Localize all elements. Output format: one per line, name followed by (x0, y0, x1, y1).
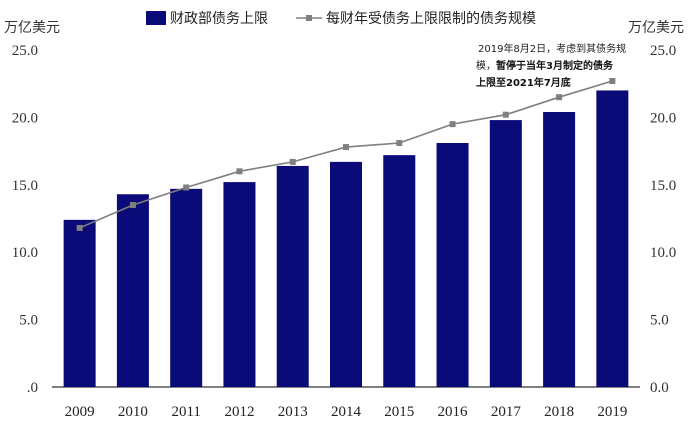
left-y-tick-label: 25.0 (12, 43, 38, 59)
line-point-2018 (556, 94, 563, 101)
x-tick-label: 2017 (491, 404, 522, 420)
legend: 财政部债务上限 每财年受债务上限限制的债务规模 (146, 11, 536, 27)
right-y-tick-label: 20.0 (650, 110, 676, 126)
line-point-2015 (396, 140, 403, 147)
left-y-tick-label: 20.0 (12, 110, 38, 126)
line-point-2011 (183, 184, 190, 191)
right-y-tick-label: 25.0 (650, 43, 676, 59)
right-y-tick-label: 0.0 (650, 380, 669, 396)
x-tick-label: 2011 (171, 404, 200, 420)
bar-2010 (116, 194, 149, 387)
left-axis-unit: 万亿美元 (4, 20, 60, 36)
legend-label-bar: 财政部债务上限 (170, 11, 268, 27)
right-y-tick-label: 10.0 (650, 245, 676, 261)
x-tick-label: 2016 (438, 404, 469, 420)
line-series (76, 78, 616, 231)
bar-2011 (170, 188, 203, 387)
line-point-2009 (76, 224, 83, 231)
right-axis-unit: 万亿美元 (628, 20, 684, 36)
left-y-tick-label: 5.0 (19, 313, 38, 329)
bar-2012 (223, 182, 256, 387)
bar-2013 (276, 165, 309, 387)
legend-swatch-marker (306, 15, 312, 21)
line-point-2010 (129, 202, 136, 209)
x-tick-label: 2012 (224, 404, 254, 420)
x-tick-label: 2018 (544, 404, 574, 420)
bar-series (63, 90, 629, 388)
x-ticks: 2009 2010 2011 2012 2013 2014 2015 2016 2017 2018… (65, 404, 628, 420)
x-tick-label: 2015 (384, 404, 414, 420)
bar-2016 (436, 143, 469, 387)
left-y-ticks: .0 5.0 10.0 15.0 20.0 25.0 (12, 43, 38, 396)
line-point-2017 (502, 111, 509, 118)
annotation: 2019年8月2日，考虑到其债务规 模，暂停于当年3月制定的债务 上限至2021… (476, 42, 626, 89)
bar-2015 (383, 155, 416, 387)
line-point-2013 (289, 158, 296, 165)
right-y-tick-label: 15.0 (650, 178, 676, 194)
x-tick-label: 2009 (65, 404, 95, 420)
bar-2019 (596, 90, 629, 387)
line-point-2016 (449, 121, 456, 128)
line-point-2014 (343, 144, 349, 151)
line-point-2019 (609, 78, 616, 85)
x-tick-label: 2013 (278, 404, 308, 420)
annotation-line-3: 上限至2021年7月底 (476, 76, 571, 89)
bar-2018 (543, 112, 576, 388)
left-y-tick-label: 10.0 (12, 245, 38, 261)
annotation-line-2-bold: 暂停于当年3月制定的债务 (496, 59, 614, 72)
bar-2014 (330, 161, 362, 387)
right-y-tick-label: 5.0 (650, 313, 669, 329)
line-point-2012 (236, 168, 243, 175)
x-tick-label: 2014 (331, 404, 362, 420)
annotation-line-2: 模，暂停于当年3月制定的债务 (476, 59, 614, 72)
legend-label-line: 每财年受债务上限限制的债务规模 (326, 11, 536, 27)
annotation-line-2-normal: 模， (476, 60, 496, 72)
left-y-tick-label: .0 (27, 380, 38, 396)
left-y-tick-label: 15.0 (12, 178, 38, 194)
bar-2017 (489, 120, 522, 387)
bar-2009 (63, 219, 96, 387)
right-y-ticks: 0.0 5.0 10.0 15.0 20.0 25.0 (650, 43, 676, 396)
x-tick-label: 2010 (118, 404, 148, 420)
x-tick-label: 2019 (597, 404, 627, 420)
legend-swatch-bar (146, 11, 166, 25)
annotation-line-1: 2019年8月2日，考虑到其债务规 (478, 42, 626, 55)
